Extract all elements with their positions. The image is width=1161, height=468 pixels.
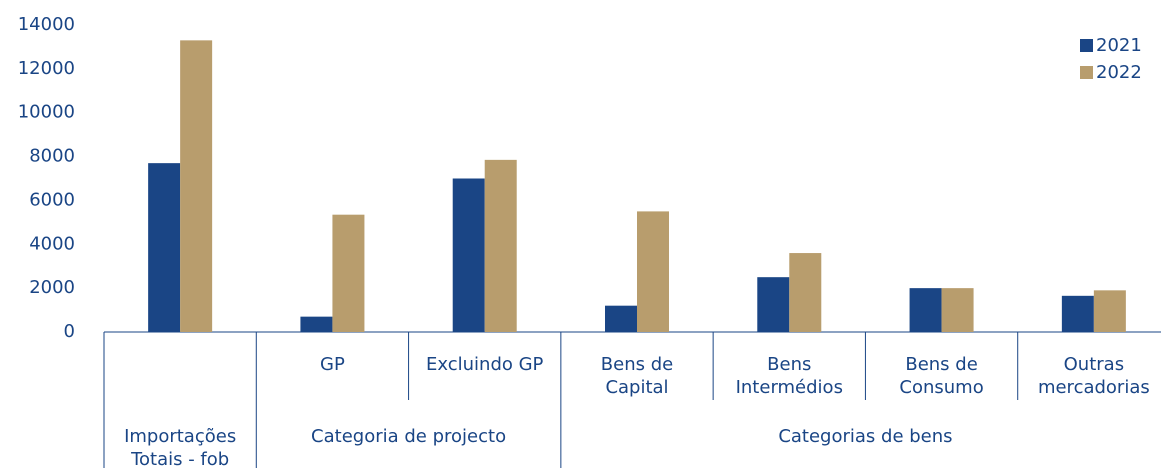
legend-label: 2021 (1096, 35, 1142, 56)
bar (605, 305, 637, 332)
group-label: Totais - fob (130, 449, 229, 468)
bar (452, 178, 485, 332)
y-tick-label: 6000 (29, 189, 75, 210)
y-tick-label: 4000 (29, 233, 75, 254)
y-tick-label: 12000 (18, 58, 75, 79)
group-label: Categoria de projecto (311, 426, 506, 447)
group-label: Categorias de bens (778, 426, 952, 447)
legend-swatch (1080, 39, 1093, 52)
bar (332, 214, 365, 332)
bar (180, 40, 213, 332)
x-tick-label: Intermédios (736, 377, 843, 398)
x-tick-label: Bens de (601, 354, 673, 375)
legend-label: 2022 (1096, 62, 1142, 83)
bar (484, 159, 517, 332)
bar (300, 316, 333, 332)
y-tick-label: 14000 (18, 14, 75, 35)
x-tick-label: Bens (767, 354, 811, 375)
x-tick-label: Bens de (905, 354, 977, 375)
legend-swatch (1080, 66, 1093, 79)
x-tick-label: Consumo (899, 377, 983, 398)
bar (1061, 295, 1094, 332)
bar (1093, 290, 1126, 332)
y-tick-label: 10000 (18, 102, 75, 123)
x-tick-label: Outras (1064, 354, 1124, 375)
bar (757, 277, 790, 332)
y-tick-label: 8000 (29, 146, 75, 167)
bar (941, 288, 974, 332)
y-tick-label: 0 (64, 321, 75, 342)
bar (148, 163, 181, 332)
bar (789, 253, 822, 332)
x-tick-label: GP (320, 354, 345, 375)
bar (637, 211, 669, 332)
group-label: Importações (124, 426, 236, 447)
bar (909, 288, 942, 332)
x-tick-label: mercadorias (1038, 377, 1150, 398)
x-tick-label: Excluindo GP (426, 354, 544, 375)
y-tick-label: 2000 (29, 277, 75, 298)
x-tick-label: Capital (605, 377, 668, 398)
